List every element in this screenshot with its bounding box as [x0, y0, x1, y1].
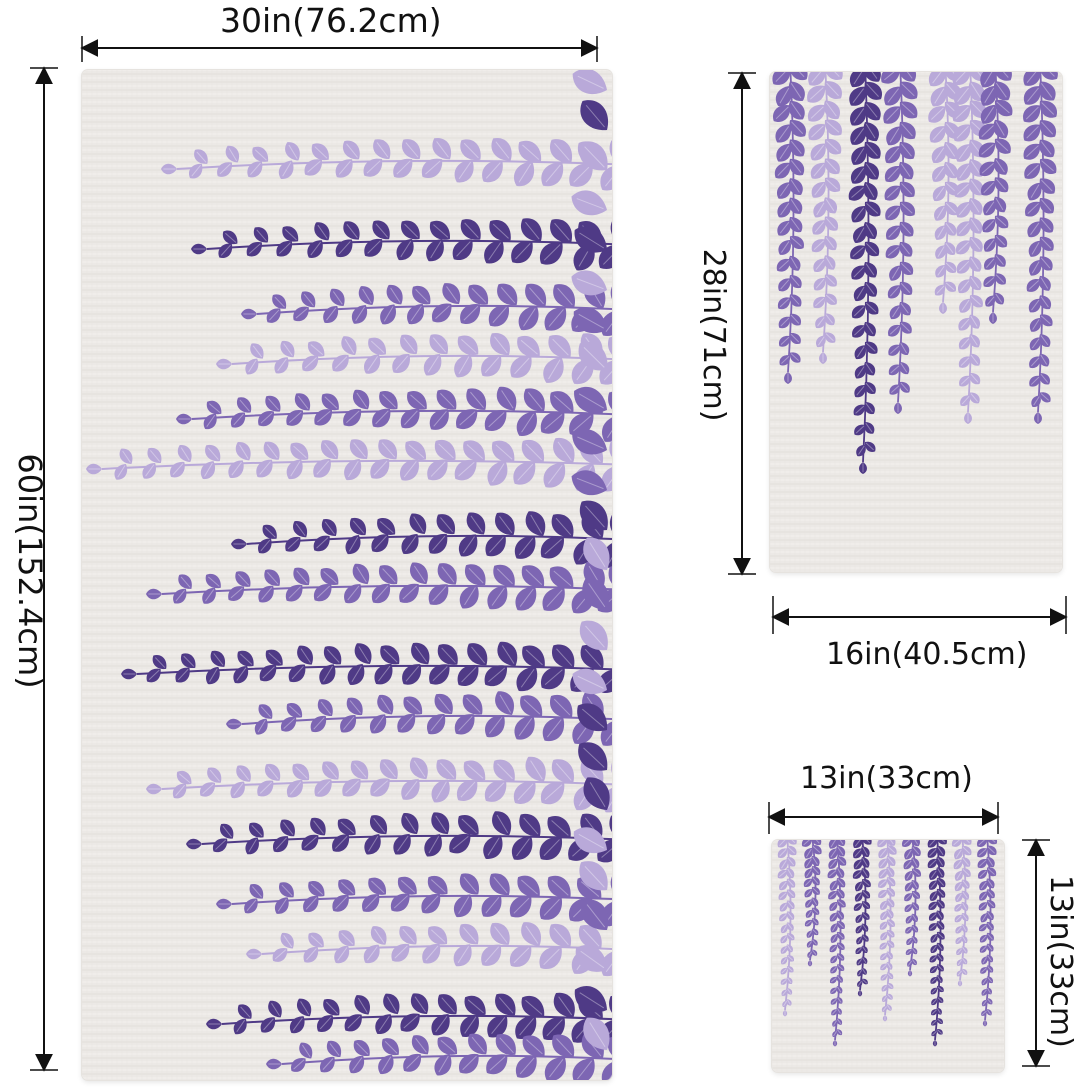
bath-towel-image [82, 70, 612, 1080]
hand-towel-width-label: 16in(40.5cm) [826, 637, 1028, 672]
hand-towel-image [770, 72, 1062, 572]
bath-towel-width-label: 30in(76.2cm) [220, 1, 442, 40]
bath-towel-height-label: 60in(152.4cm) [11, 453, 49, 689]
washcloth-image [772, 840, 1004, 1072]
washcloth-width-label: 13in(33cm) [800, 761, 973, 796]
hand-towel-height-label: 28in(71cm) [696, 248, 731, 422]
washcloth-height-label: 13in(33cm) [1043, 875, 1077, 1048]
